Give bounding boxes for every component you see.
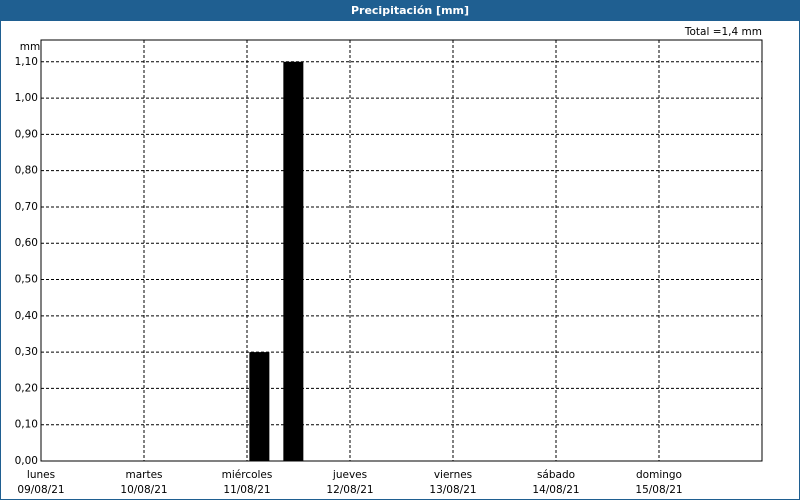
chart-title: Precipitación [mm] [351, 4, 469, 17]
x-tick-date: 15/08/21 [635, 484, 682, 496]
x-tick-label: martes [125, 469, 162, 481]
x-tick-label: jueves [332, 469, 367, 481]
bar [283, 61, 304, 461]
x-tick-date: 10/08/21 [120, 484, 167, 496]
x-tick-label: miércoles [222, 469, 273, 481]
x-tick-date: 09/08/21 [17, 484, 64, 496]
title-bar [0, 0, 800, 21]
y-tick-label: 1,00 [15, 92, 38, 104]
y-tick-label: 0,80 [15, 165, 38, 177]
x-tick-date: 11/08/21 [223, 484, 270, 496]
x-tick-date: 12/08/21 [326, 484, 373, 496]
y-unit: mm [20, 41, 40, 53]
y-tick-label: 1,10 [15, 56, 38, 68]
y-tick-label: 0,60 [15, 237, 38, 249]
y-tick-label: 0,50 [15, 274, 38, 286]
y-tick-label: 0,00 [15, 455, 38, 467]
y-tick-label: 0,90 [15, 128, 38, 140]
x-tick-label: domingo [636, 469, 682, 481]
y-tick-label: 0,10 [15, 419, 38, 431]
plot-area [41, 40, 762, 461]
plot-frame [40, 39, 763, 462]
y-tick-label: 0,40 [15, 310, 38, 322]
bar [249, 352, 270, 461]
x-tick-label: viernes [434, 469, 472, 481]
y-tick-label: 0,30 [15, 346, 38, 358]
total-annotation: Total =1,4 mm [684, 26, 762, 38]
x-tick-date: 14/08/21 [532, 484, 579, 496]
y-tick-label: 0,20 [15, 382, 38, 394]
y-tick-label: 0,70 [15, 201, 38, 213]
x-tick-label: lunes [27, 469, 55, 481]
x-tick-label: sábado [537, 469, 575, 481]
x-tick-date: 13/08/21 [429, 484, 476, 496]
